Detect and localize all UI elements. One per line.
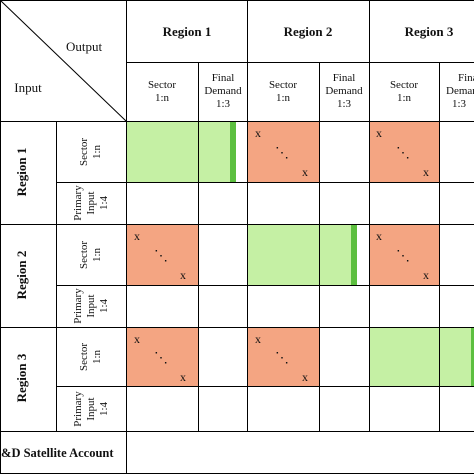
header-diagonal (0, 0, 127, 122)
r1-r2-trade-block (247, 121, 319, 182)
satellite-account-label: R&D Satellite Account (0, 446, 114, 460)
col-r2-fd-line2: Demand (325, 85, 363, 97)
r1-fd-domestic-bar (230, 121, 236, 182)
row-region-1: Region 1 (14, 148, 29, 197)
row-r1-pi-line3: 1:4 (98, 195, 110, 210)
row-r3-sector-line1: Sector (78, 343, 90, 371)
row-region-2: Region 2 (14, 251, 29, 300)
input-label: Input (14, 80, 42, 95)
r1-r3-x-bottom: x (423, 165, 429, 179)
col-r2-fd-line1: Final (333, 72, 356, 84)
col-r1-fd-line1: Final (212, 72, 235, 84)
r1-r2-dots: ⋱ (275, 146, 289, 161)
row-r1-pi-line2: Input (85, 191, 97, 214)
r1-r2-x-top: x (255, 126, 261, 140)
r2-fd-domestic-bar (351, 224, 357, 285)
col-r1-fd-line3: 1:3 (216, 98, 231, 110)
r2-r1-dots: ⋱ (154, 249, 168, 264)
col-r2-sector-line2: 1:n (276, 92, 291, 104)
row-r3-sector-line2: 1:n (91, 349, 103, 364)
column-header: Output Input Region 1 Region 2 Region 3 … (14, 24, 474, 110)
row-header: Region 1 Region 2 Region 3 Sector 1:n Pr… (14, 138, 110, 427)
r2-r2-domestic-block (247, 224, 351, 285)
r3-r2-x-top: x (255, 332, 261, 346)
row-region-3: Region 3 (14, 353, 29, 402)
row-r2-pi-line2: Input (85, 294, 97, 317)
col-r2-fd-line3: 1:3 (337, 98, 352, 110)
col-r3-sector-line2: 1:n (397, 92, 412, 104)
r1-r3-trade-block (369, 121, 439, 182)
output-label: Output (66, 39, 103, 54)
r2-r3-trade-block (369, 224, 439, 285)
row-r2-pi-line3: 1:4 (98, 298, 110, 313)
r2-r3-x-top: x (376, 229, 382, 243)
row-r1-sector-line2: 1:n (91, 144, 103, 159)
row-r2-pi-line1: Primary (72, 288, 84, 324)
r1-r3-dots: ⋱ (396, 146, 410, 161)
r2-r3-x-bottom: x (423, 268, 429, 282)
matrix-blocks (126, 121, 474, 386)
col-r2-sector-line1: Sector (269, 79, 297, 91)
r2-r3-dots: ⋱ (396, 249, 410, 264)
row-r3-pi-line2: Input (85, 397, 97, 420)
r2-r1-x-bottom: x (180, 268, 186, 282)
r2-r1-trade-block (126, 224, 198, 285)
r3-r3-domestic-block (369, 327, 472, 386)
col-r1-fd-line2: Demand (204, 85, 242, 97)
col-r1-sector-line1: Sector (148, 79, 176, 91)
r1-r1-domestic-block (126, 121, 230, 182)
r3-r2-dots: ⋱ (275, 351, 289, 366)
col-r3-fd-line2: Demand (446, 85, 474, 97)
row-r3-pi-line3: 1:4 (98, 401, 110, 416)
row-r2-sector-line1: Sector (78, 241, 90, 269)
row-r2-sector-line2: 1:n (91, 247, 103, 262)
r3-r1-x-bottom: x (180, 370, 186, 384)
col-region-1: Region 1 (163, 24, 212, 39)
col-r3-sector-line1: Sector (390, 79, 418, 91)
r3-r2-trade-block (247, 327, 319, 386)
col-r1-sector-line2: 1:n (155, 92, 170, 104)
row-r1-pi-line1: Primary (72, 185, 84, 221)
r3-r2-x-bottom: x (302, 370, 308, 384)
r3-r1-dots: ⋱ (154, 351, 168, 366)
trade-block-marks: x ⋱ x x ⋱ x x ⋱ x x ⋱ x x ⋱ x x ⋱ x (134, 126, 429, 384)
r3-r1-trade-block (126, 327, 198, 386)
r1-r3-x-top: x (376, 126, 382, 140)
r3-r1-x-top: x (134, 332, 140, 346)
col-region-2: Region 2 (284, 24, 333, 39)
col-r3-fd-line1: Final (458, 72, 474, 84)
row-r1-sector-line1: Sector (78, 138, 90, 166)
r3-fd-domestic-bar (471, 327, 474, 386)
col-region-3: Region 3 (405, 24, 454, 39)
row-r3-pi-line1: Primary (72, 391, 84, 427)
col-r3-fd-line3: 1:3 (452, 98, 467, 110)
r2-r1-x-top: x (134, 229, 140, 243)
r1-r2-x-bottom: x (302, 165, 308, 179)
